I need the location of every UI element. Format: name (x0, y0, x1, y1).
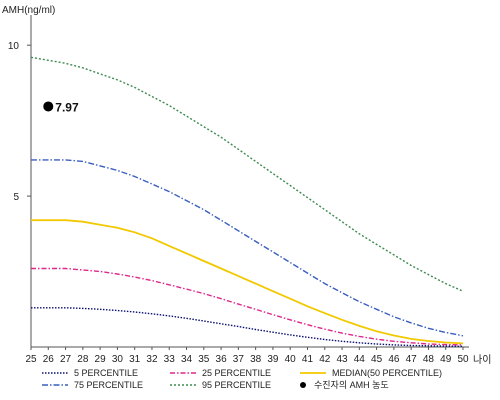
x-tick-label: 46 (388, 354, 400, 365)
legend-label: 5 PERCENTILE (74, 368, 138, 378)
x-tick-label: 47 (406, 354, 418, 365)
x-tick-label: 50 (457, 354, 469, 365)
x-tick-label: 25 (25, 354, 37, 365)
axes: 5 10 25 26 27 28 29 30 31 32 33 34 35 36 37 38 39 40 41 42 4… (8, 15, 491, 366)
series-line (31, 267, 464, 346)
y-axis-label: AMH(ng/ml) (2, 5, 55, 16)
x-tick-label: 45 (371, 354, 383, 365)
y-tick-label: 5 (13, 192, 19, 203)
x-tick-label: 34 (181, 354, 193, 365)
legend-label: 95 PERCENTILE (202, 380, 271, 390)
x-tick-label: 39 (267, 354, 279, 365)
x-tick-label: 41 (302, 354, 314, 365)
legend-marker (300, 382, 306, 388)
x-tick-label: 43 (336, 354, 348, 365)
x-tick-label: 27 (60, 354, 72, 365)
legend: 5 PERCENTILE 25 PERCENTILE MEDIAN(50 PERCE… (42, 368, 442, 390)
x-tick-label: 40 (285, 354, 297, 365)
x-tick-label: 49 (440, 354, 452, 365)
series-line (31, 307, 464, 348)
x-tick-label: 33 (164, 354, 176, 365)
series-line (31, 159, 464, 337)
x-tick-label: 30 (112, 354, 124, 365)
legend-label: MEDIAN(50 PERCENTILE) (332, 368, 442, 378)
y-tick-label: 10 (8, 41, 20, 52)
x-tick-label: 35 (198, 354, 210, 365)
x-tick-label: 44 (354, 354, 366, 365)
series-lines (30, 56, 464, 348)
x-tick-label: 31 (129, 354, 141, 365)
data-points: 7.97 (43, 100, 79, 114)
x-tick-label: 28 (77, 354, 89, 365)
patient-point (43, 101, 54, 112)
legend-label: 75 PERCENTILE (74, 380, 143, 390)
x-tick-label: 37 (233, 354, 245, 365)
legend-label: 수진자의 AMH 농도 (314, 380, 389, 390)
x-tick-label: 32 (146, 354, 158, 365)
x-tick-label: 26 (43, 354, 55, 365)
x-tick-label: 36 (216, 354, 228, 365)
x-axis-label: 나이 (473, 354, 491, 366)
x-tick-label: 48 (423, 354, 435, 365)
legend-label: 25 PERCENTILE (202, 368, 271, 378)
x-tick-label: 42 (319, 354, 331, 365)
patient-point-label: 7.97 (55, 100, 79, 114)
x-tick-label: 29 (95, 354, 107, 365)
x-tick-label: 38 (250, 354, 262, 365)
series-line (30, 56, 464, 292)
series-line (31, 219, 464, 345)
